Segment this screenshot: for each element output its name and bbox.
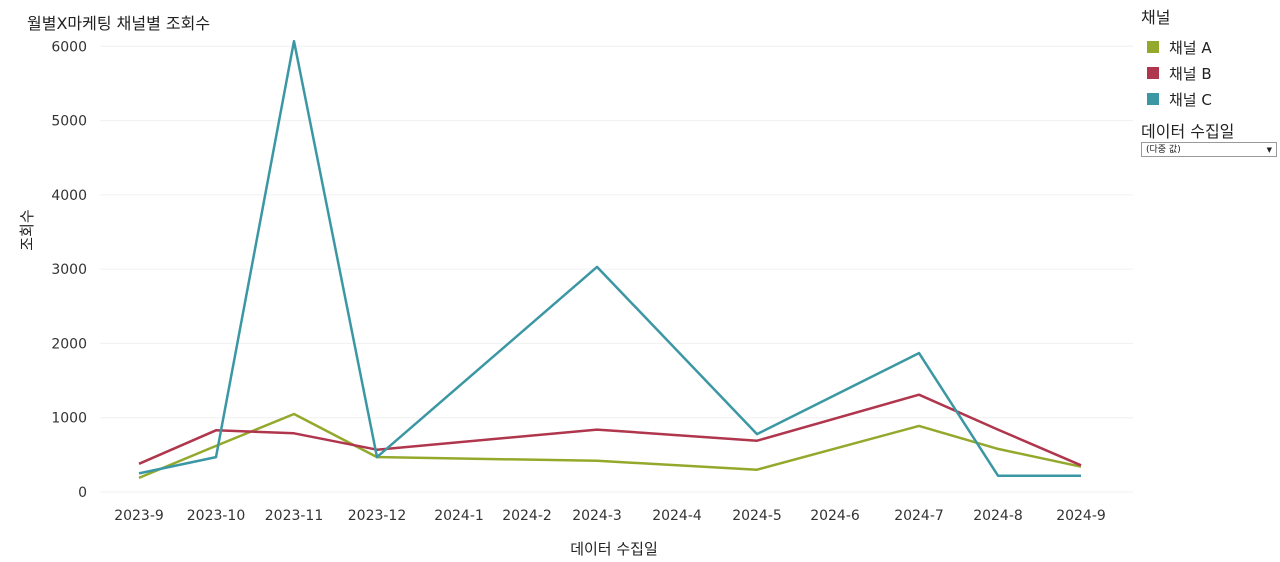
chart-title: 월별X마케팅 채널별 조회수 <box>27 14 211 33</box>
series-lines <box>138 39 1082 480</box>
legend-title: 채널 <box>1141 8 1171 27</box>
x-tick-label: 2023-11 <box>265 508 324 524</box>
x-tick-label: 2024-1 <box>434 508 484 524</box>
x-tick-label: 2023-10 <box>187 508 246 524</box>
legend-label: 채널 A <box>1169 38 1212 57</box>
y-tick-label: 1000 <box>51 411 87 427</box>
y-axis-ticks: 0 1000 2000 3000 4000 5000 6000 <box>51 39 87 501</box>
y-tick-label: 5000 <box>51 114 87 130</box>
series-line-채널-C[interactable] <box>138 39 1081 477</box>
filter-title: 데이터 수집일 <box>1141 122 1235 141</box>
x-tick-label: 2024-2 <box>502 508 552 524</box>
x-tick-label: 2024-9 <box>1056 508 1106 524</box>
x-axis-ticks: 2023-9 2023-10 2023-11 2023-12 2024-1 2024-2 2… <box>114 508 1106 524</box>
series-line-채널-A[interactable] <box>138 412 1082 480</box>
y-tick-label: 4000 <box>51 188 87 204</box>
date-filter-dropdown[interactable]: (다중 값) ▼ <box>1141 142 1277 157</box>
x-tick-label: 2024-8 <box>973 508 1023 524</box>
dropdown-arrow-icon[interactable]: ▼ <box>1266 146 1272 154</box>
series-line-채널-B[interactable] <box>138 393 1082 467</box>
y-tick-label: 6000 <box>51 39 87 55</box>
legend-swatch <box>1147 41 1159 53</box>
x-tick-label: 2024-3 <box>572 508 622 524</box>
filter-value: (다중 값) <box>1146 145 1181 155</box>
y-tick-label: 2000 <box>51 336 87 352</box>
x-tick-label: 2024-4 <box>652 508 702 524</box>
legend-label: 채널 B <box>1169 64 1212 83</box>
y-tick-label: 0 <box>78 485 87 501</box>
legend-swatch <box>1147 93 1159 105</box>
legend-item-channel-c[interactable]: 채널 C <box>1141 86 1280 112</box>
x-tick-label: 2024-7 <box>894 508 944 524</box>
legend-swatch <box>1147 67 1159 79</box>
x-tick-label: 2024-6 <box>810 508 860 524</box>
x-tick-label: 2023-9 <box>114 508 164 524</box>
x-tick-label: 2024-5 <box>732 508 782 524</box>
legend: 채널 채널 A 채널 B 채널 C <box>1141 4 1280 112</box>
legend-item-channel-a[interactable]: 채널 A <box>1141 34 1280 60</box>
grid-lines <box>100 45 1133 493</box>
legend-item-channel-b[interactable]: 채널 B <box>1141 60 1280 86</box>
legend-label: 채널 C <box>1169 90 1212 109</box>
y-axis-title: 조회수 <box>18 209 36 250</box>
x-axis-title: 데이터 수집일 <box>570 540 658 558</box>
x-tick-label: 2023-12 <box>348 508 407 524</box>
y-tick-label: 3000 <box>51 262 87 278</box>
